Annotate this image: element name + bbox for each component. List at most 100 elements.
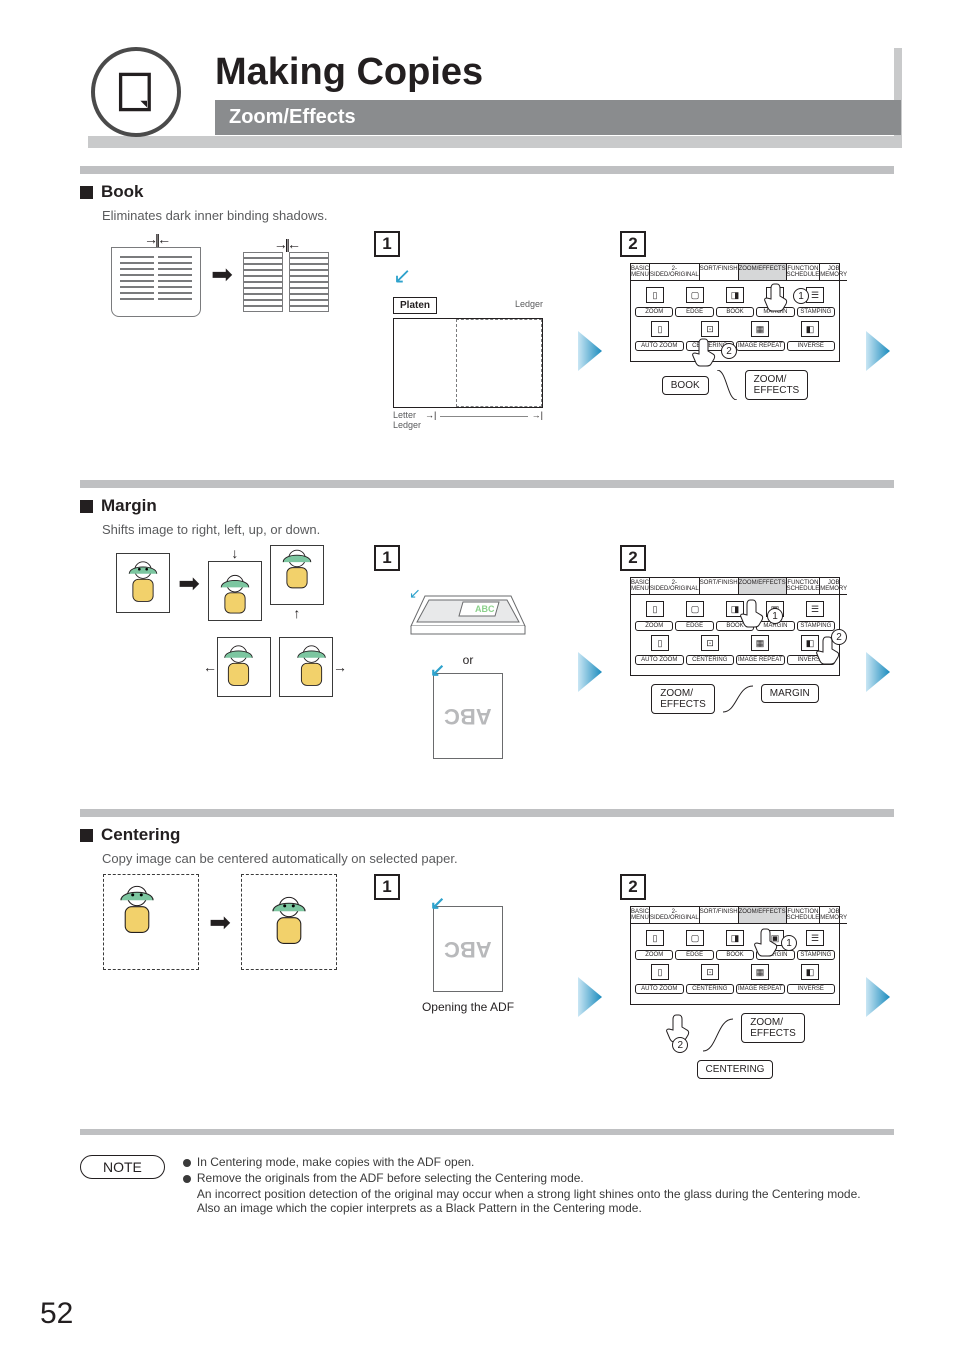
centering-callout-btn[interactable]: CENTERING <box>697 1060 774 1079</box>
callout-line-icon <box>723 684 753 714</box>
panel-btn[interactable]: INVERSE <box>787 341 836 351</box>
panel-tab[interactable]: BASIC MENU <box>631 907 650 924</box>
section-desc-margin: Shifts image to right, left, up, or down… <box>102 522 894 537</box>
panel-btn[interactable]: CENTERING <box>686 984 735 994</box>
panel-tab[interactable]: JOB MEMORY <box>820 907 847 924</box>
panel-btn[interactable]: IMAGE REPEAT <box>736 655 785 665</box>
panel-tab[interactable]: 2-SIDED/ORIGINAL <box>650 907 700 924</box>
or-label: or <box>463 653 474 667</box>
panel-btn[interactable]: IMAGE REPEAT <box>736 984 785 994</box>
step-2-badge: 2 <box>620 231 646 257</box>
svg-text:↙: ↙ <box>409 585 421 601</box>
section-title-book: Book <box>80 182 894 202</box>
panel-tab[interactable]: BASIC MENU <box>631 264 650 281</box>
next-arrow-icon <box>576 329 606 373</box>
note-item: Remove the originals from the ADF before… <box>197 1171 584 1185</box>
next-arrow-icon <box>864 975 894 1019</box>
circled-1: 1 <box>767 608 783 624</box>
panel-btn[interactable]: AUTO ZOOM <box>635 655 684 665</box>
step-1-badge: 1 <box>374 874 400 900</box>
note-cont: Also an image which the copier interpret… <box>197 1201 861 1215</box>
header-doc-icon <box>91 47 181 137</box>
section-desc-book: Eliminates dark inner binding shadows. <box>102 208 894 223</box>
abc-sheet: ↙ ABC <box>433 906 503 992</box>
panel-tab[interactable]: 2-SIDED/ORIGINAL <box>650 578 700 595</box>
panel-btn[interactable]: EDGE <box>675 950 713 960</box>
panel-btn[interactable]: ZOOM <box>635 621 673 631</box>
control-panel-book: BASIC MENU 2-SIDED/ORIGINAL SORT/FINISH … <box>630 263 840 362</box>
finger-icon <box>753 927 783 957</box>
panel-tab[interactable]: BASIC MENU <box>631 578 650 595</box>
margin-callout-btn[interactable]: MARGIN <box>761 684 819 703</box>
callout-line-icon <box>717 370 737 400</box>
panel-btn[interactable]: BOOK <box>716 307 754 317</box>
circled-2: 2 <box>831 629 847 645</box>
panel-tab[interactable]: SORT/FINISH <box>700 907 739 924</box>
panel-btn[interactable]: IMAGE REPEAT <box>736 341 785 351</box>
panel-tab[interactable]: FUNCTION SCHEDULE <box>787 264 821 281</box>
section-book: Book Eliminates dark inner binding shado… <box>80 166 894 430</box>
circled-1: 1 <box>781 935 797 951</box>
control-panel-margin: BASIC MENU 2-SIDED/ORIGINAL SORT/FINISH … <box>630 577 840 676</box>
panel-btn[interactable]: STAMPING <box>797 621 835 631</box>
circled-2: 2 <box>672 1037 688 1053</box>
panel-btn[interactable]: EDGE <box>675 307 713 317</box>
ledger2-label: Ledger <box>393 420 421 430</box>
abc-sheet: ↙ ABC <box>433 673 503 759</box>
zoom-effects-callout-btn[interactable]: ZOOM/ EFFECTS <box>651 684 715 714</box>
control-panel-centering: BASIC MENU 2-SIDED/ORIGINAL SORT/FINISH … <box>630 906 840 1005</box>
panel-btn[interactable]: INVERSE <box>787 984 836 994</box>
panel-btn[interactable]: AUTO ZOOM <box>635 984 684 994</box>
panel-btn[interactable]: STAMPING <box>797 950 835 960</box>
panel-tab[interactable]: JOB MEMORY <box>820 578 847 595</box>
note-cont: An incorrect position detection of the o… <box>197 1187 861 1201</box>
panel-tab[interactable]: FUNCTION SCHEDULE <box>787 578 821 595</box>
panel-tab[interactable]: FUNCTION SCHEDULE <box>787 907 821 924</box>
book-callout-btn[interactable]: BOOK <box>662 376 709 395</box>
panel-btn[interactable]: AUTO ZOOM <box>635 341 684 351</box>
panel-btn[interactable]: BOOK <box>716 950 754 960</box>
panel-tab-active[interactable]: ZOOM/EFFECTS <box>739 578 787 595</box>
note-badge: NOTE <box>80 1155 165 1179</box>
section-margin: Margin Shifts image to right, left, up, … <box>80 480 894 759</box>
scanner-icon: ABC ↙ <box>403 577 533 647</box>
step-1-badge: 1 <box>374 545 400 571</box>
platen-diagram: ↙ Platen Ledger Letter Ledger →| <box>393 263 543 430</box>
panel-btn[interactable]: STAMPING <box>797 307 835 317</box>
ledger-label: Ledger <box>515 299 543 309</box>
panel-btn[interactable]: EDGE <box>675 621 713 631</box>
section-title-centering: Centering <box>80 825 894 845</box>
next-arrow-icon <box>576 650 606 694</box>
step-2-badge: 2 <box>620 545 646 571</box>
finger-icon <box>691 337 721 367</box>
panel-btn[interactable]: CENTERING <box>686 655 735 665</box>
next-arrow-icon <box>576 975 606 1019</box>
zoom-effects-callout-btn[interactable]: ZOOM/ EFFECTS <box>741 1013 805 1043</box>
panel-tab[interactable]: SORT/FINISH <box>700 264 739 281</box>
finger-icon <box>739 598 769 628</box>
next-arrow-icon <box>864 650 894 694</box>
step-1-badge: 1 <box>374 231 400 257</box>
page-number: 52 <box>40 1297 73 1331</box>
panel-btn[interactable]: ZOOM <box>635 950 673 960</box>
next-arrow-icon <box>864 329 894 373</box>
adf-label: Opening the ADF <box>422 1000 514 1014</box>
page-title: Making Copies <box>215 41 893 100</box>
section-title-margin: Margin <box>80 496 894 516</box>
step-2-badge: 2 <box>620 874 646 900</box>
panel-tab[interactable]: 2-SIDED/ORIGINAL <box>650 264 700 281</box>
centering-illustration: ➡ <box>80 874 360 970</box>
circled-1: 1 <box>793 288 809 304</box>
panel-tab-active[interactable]: ZOOM/EFFECTS <box>739 907 787 924</box>
zoom-effects-callout-btn[interactable]: ZOOM/ EFFECTS <box>745 370 809 400</box>
note-section: NOTE In Centering mode, make copies with… <box>80 1129 894 1215</box>
note-item: In Centering mode, make copies with the … <box>197 1155 474 1169</box>
platen-label: Platen <box>393 297 437 314</box>
margin-illustration: ➡ ↓ ↑ ← <box>80 545 360 697</box>
panel-tab[interactable]: JOB MEMORY <box>820 264 847 281</box>
finger-icon <box>763 282 793 312</box>
panel-tab[interactable]: SORT/FINISH <box>700 578 739 595</box>
panel-btn[interactable]: ZOOM <box>635 307 673 317</box>
panel-tab-active[interactable]: ZOOM/EFFECTS <box>739 264 787 281</box>
callout-line-icon <box>703 1013 733 1053</box>
